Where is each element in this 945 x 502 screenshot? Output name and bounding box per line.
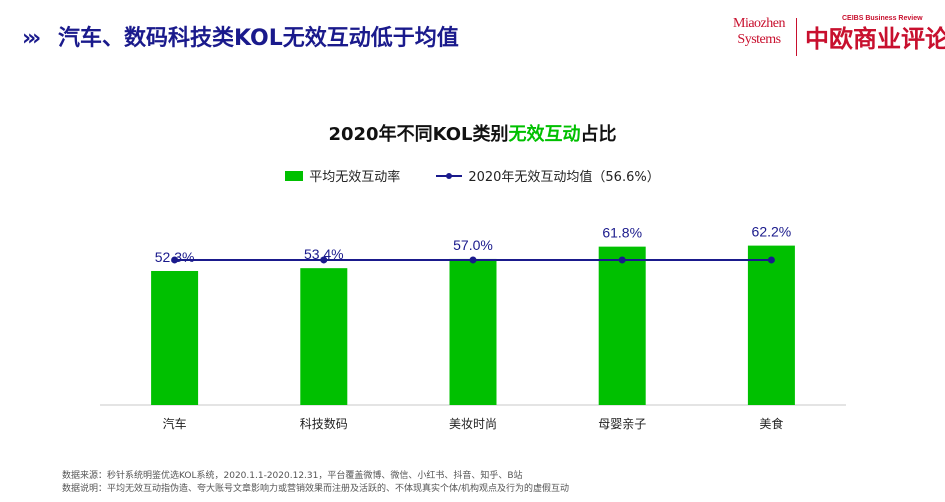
note-explanation: 数据说明：平均无效互动指伪造、夸大账号文章影响力或营销效果而注册及活跃的、不体现… [62, 484, 570, 494]
logo-divider [796, 18, 797, 56]
bar-1 [300, 268, 348, 405]
bar-value-label: 53.4% [304, 246, 344, 262]
chart-legend: 平均无效互动率 2020年无效互动均值（56.6%） [0, 166, 945, 185]
bar-2 [449, 258, 497, 405]
bar-value-label: 57.0% [453, 237, 493, 253]
average-marker [171, 256, 179, 264]
page-title: 汽车、数码科技类KOL无效互动低于均值 [58, 26, 459, 51]
x-tick-label: 科技数码 [300, 416, 348, 431]
average-marker [767, 256, 775, 264]
bar-value-label: 62.2% [752, 224, 792, 240]
bar-4 [747, 245, 795, 405]
x-tick-label: 美食 [759, 416, 783, 431]
legend-bar-swatch [285, 170, 304, 181]
chart-title: 2020年不同KOL类别无效互动占比 [328, 124, 617, 145]
legend-item-line: 2020年无效互动均值（56.6%） [436, 166, 660, 185]
average-marker [469, 256, 477, 264]
average-marker [320, 256, 328, 264]
bar-0 [151, 270, 199, 405]
footnotes: 数据来源：秒针系统明鉴优选KOL系统，2020.1.1-2020.12.31，平… [62, 470, 569, 496]
miaozhen-logo: Miaozhen Systems [733, 16, 785, 47]
legend-line-label: 2020年无效互动均值（56.6%） [468, 170, 660, 185]
x-tick-label: 汽车 [163, 416, 187, 431]
x-tick-label: 美妆时尚 [449, 417, 497, 431]
note-source: 数据来源：秒针系统明鉴优选KOL系统，2020.1.1-2020.12.31，平… [62, 471, 523, 481]
legend-line-swatch [436, 171, 463, 181]
ceibs-logo-cn: 中欧商业评论 [805, 24, 945, 53]
bar-3 [598, 246, 646, 405]
header: ››› 汽车、数码科技类KOL无效互动低于均值 Miaozhen Systems… [0, 0, 945, 80]
bar-value-label: 61.8% [602, 225, 642, 241]
chevron-icon: ››› [22, 26, 41, 51]
x-tick-label: 母婴亲子 [598, 417, 646, 431]
ceibs-logo-en: CEIBS Business Review [842, 15, 923, 22]
average-marker [618, 256, 626, 264]
legend-item-bar: 平均无效互动率 [285, 166, 400, 185]
legend-bar-label: 平均无效互动率 [309, 170, 401, 185]
